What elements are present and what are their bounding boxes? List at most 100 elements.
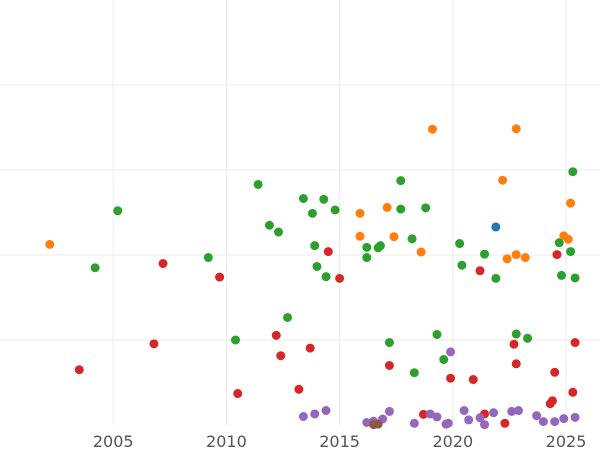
point-purple — [384, 406, 394, 416]
point-purple — [459, 406, 469, 416]
point-red — [149, 339, 159, 349]
point-green — [396, 204, 406, 214]
point-green — [90, 263, 100, 273]
point-purple — [425, 409, 435, 419]
point-green — [557, 270, 567, 280]
point-red — [568, 387, 578, 397]
point-green — [396, 176, 406, 186]
point-green — [113, 206, 123, 216]
x-tick-label: 2020 — [432, 432, 473, 450]
point-green — [480, 249, 490, 259]
point-purple — [489, 408, 499, 418]
point-red — [305, 343, 315, 353]
point-green — [203, 253, 213, 263]
point-green — [283, 312, 293, 322]
point-green — [554, 238, 564, 248]
point-orange — [498, 175, 508, 185]
point-orange — [511, 124, 521, 134]
point-red — [294, 384, 304, 394]
x-tick-label: 2005 — [93, 432, 134, 450]
point-green — [455, 239, 465, 249]
point-blue — [491, 222, 501, 232]
point-green — [566, 247, 576, 257]
point-purple — [559, 414, 569, 424]
point-red — [276, 351, 286, 361]
point-green — [570, 273, 580, 283]
point-green — [330, 205, 340, 215]
point-red — [547, 396, 557, 406]
point-green — [298, 193, 308, 203]
point-green — [384, 338, 394, 348]
point-red — [233, 389, 243, 399]
point-green — [312, 261, 322, 271]
point-brown — [373, 419, 383, 429]
point-red — [468, 375, 478, 385]
point-orange — [511, 250, 521, 260]
point-green — [439, 355, 449, 365]
point-red — [509, 339, 519, 349]
point-green — [310, 241, 320, 251]
point-red — [418, 409, 428, 419]
point-orange — [566, 198, 576, 208]
point-orange — [563, 234, 573, 244]
point-green — [362, 253, 372, 263]
point-orange — [427, 124, 437, 134]
point-green — [264, 220, 274, 230]
point-purple — [513, 406, 523, 416]
point-purple — [532, 411, 542, 421]
point-green — [523, 333, 533, 343]
point-orange — [45, 239, 55, 249]
point-red — [446, 373, 456, 383]
point-purple — [321, 406, 331, 416]
point-purple — [443, 418, 453, 428]
point-green — [432, 329, 442, 339]
point-red — [511, 359, 521, 369]
point-red — [500, 418, 510, 428]
point-green — [362, 242, 372, 252]
point-purple — [464, 415, 474, 425]
point-green — [375, 241, 385, 251]
point-purple — [475, 413, 485, 423]
point-orange — [355, 231, 365, 241]
point-green — [230, 335, 240, 345]
x-axis-ticks: 2005 2010 2015 2020 2025 — [93, 432, 587, 450]
point-orange — [416, 247, 426, 257]
point-purple — [538, 417, 548, 427]
point-red — [158, 259, 168, 268]
point-purple — [570, 412, 580, 422]
data-points — [45, 124, 580, 430]
point-purple — [310, 409, 320, 419]
point-green — [457, 260, 467, 270]
point-red — [323, 247, 333, 257]
point-green — [409, 368, 419, 378]
point-red — [335, 273, 345, 283]
point-green — [273, 227, 283, 237]
point-purple — [446, 347, 456, 357]
point-red — [384, 361, 394, 370]
point-red — [271, 330, 281, 340]
point-purple — [362, 417, 372, 427]
point-orange — [502, 254, 512, 264]
point-green — [568, 167, 578, 177]
point-orange — [389, 232, 399, 242]
x-tick-label: 2025 — [546, 432, 587, 450]
point-green — [421, 203, 431, 213]
point-purple — [409, 418, 419, 428]
point-red — [215, 272, 225, 282]
point-green — [511, 329, 521, 339]
point-red — [74, 365, 84, 375]
point-purple — [507, 406, 517, 416]
point-purple — [298, 412, 308, 421]
point-green — [307, 208, 317, 218]
point-green — [253, 179, 263, 189]
point-green — [407, 234, 417, 244]
x-tick-label: 2010 — [206, 432, 247, 450]
point-orange — [520, 253, 530, 263]
point-green — [319, 194, 329, 204]
point-purple — [480, 420, 490, 430]
grid-layer — [0, 0, 600, 425]
point-red — [550, 367, 560, 377]
point-orange — [382, 202, 392, 212]
x-tick-label: 2015 — [319, 432, 360, 450]
